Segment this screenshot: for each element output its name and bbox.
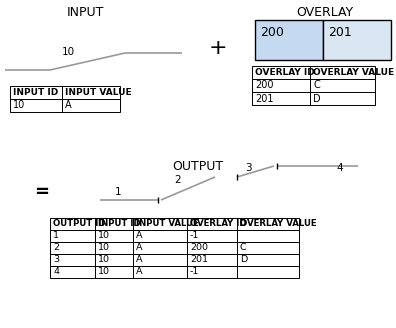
- Text: 201: 201: [255, 93, 274, 104]
- Text: OVERLAY VALUE: OVERLAY VALUE: [313, 68, 394, 77]
- Text: -1: -1: [190, 268, 199, 277]
- Bar: [10, 86, 120, 99]
- Text: A: A: [136, 256, 143, 264]
- Text: +: +: [209, 38, 227, 58]
- Bar: [252, 92, 375, 105]
- Text: OVERLAY VALUE: OVERLAY VALUE: [240, 219, 317, 229]
- Bar: [255, 20, 323, 60]
- Text: 3: 3: [53, 256, 59, 264]
- Text: 10: 10: [98, 243, 110, 253]
- Text: 10: 10: [13, 100, 25, 111]
- Text: 2: 2: [175, 175, 181, 185]
- Text: 4: 4: [337, 163, 343, 173]
- Bar: [50, 266, 299, 278]
- Text: C: C: [313, 80, 320, 91]
- Text: 10: 10: [98, 232, 110, 240]
- Text: 1: 1: [53, 232, 59, 240]
- Text: INPUT VALUE: INPUT VALUE: [65, 88, 131, 97]
- Text: INPUT VALUE: INPUT VALUE: [136, 219, 199, 229]
- Text: D: D: [313, 93, 321, 104]
- Text: A: A: [136, 232, 143, 240]
- Text: 3: 3: [245, 163, 251, 173]
- Bar: [50, 242, 299, 254]
- Text: 4: 4: [53, 268, 59, 277]
- Text: 200: 200: [260, 26, 284, 39]
- Text: OVERLAY ID: OVERLAY ID: [190, 219, 246, 229]
- Bar: [50, 218, 299, 230]
- Text: A: A: [65, 100, 72, 111]
- Text: 200: 200: [255, 80, 274, 91]
- Text: OUTPUT ID: OUTPUT ID: [53, 219, 105, 229]
- Bar: [50, 254, 299, 266]
- Text: -1: -1: [190, 232, 199, 240]
- Text: 10: 10: [98, 256, 110, 264]
- Text: 10: 10: [98, 268, 110, 277]
- Bar: [252, 66, 375, 79]
- Text: 2: 2: [53, 243, 59, 253]
- Text: 200: 200: [190, 243, 208, 253]
- Text: INPUT ID: INPUT ID: [13, 88, 58, 97]
- Text: D: D: [240, 256, 247, 264]
- Bar: [10, 99, 120, 112]
- Text: INPUT: INPUT: [66, 6, 104, 19]
- Text: OVERLAY ID: OVERLAY ID: [255, 68, 315, 77]
- Bar: [50, 230, 299, 242]
- Text: 10: 10: [62, 47, 75, 57]
- Text: OVERLAY: OVERLAY: [297, 6, 354, 19]
- Text: 201: 201: [328, 26, 352, 39]
- Bar: [323, 20, 391, 60]
- Text: =: =: [34, 183, 50, 201]
- Text: C: C: [240, 243, 247, 253]
- Text: A: A: [136, 243, 143, 253]
- Text: OUTPUT: OUTPUT: [172, 160, 224, 173]
- Text: 1: 1: [115, 187, 121, 197]
- Text: 201: 201: [190, 256, 208, 264]
- Text: INPUT ID: INPUT ID: [98, 219, 141, 229]
- Text: A: A: [136, 268, 143, 277]
- Bar: [252, 79, 375, 92]
